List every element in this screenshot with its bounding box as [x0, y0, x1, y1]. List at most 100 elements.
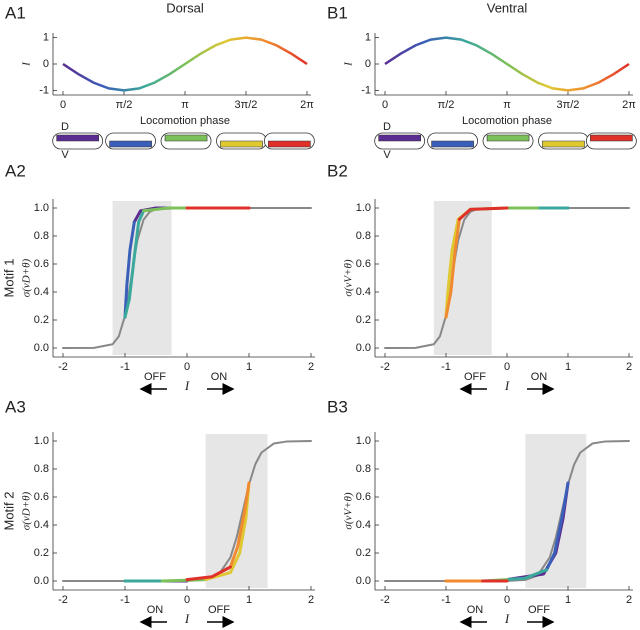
- body-muscle: [378, 134, 421, 142]
- steady-state-curve: [62, 207, 312, 349]
- arrow-label-right: ON: [211, 371, 228, 383]
- x-tick-label: -2: [58, 594, 68, 606]
- y-tick-label: 0.0: [34, 342, 49, 354]
- y-tick-label: 0.6: [34, 258, 49, 270]
- x-tick-label: 1: [565, 361, 571, 373]
- steady-state-curve: [384, 207, 630, 349]
- y-tick-label: 1.0: [34, 202, 49, 214]
- y-tick-label: 0.2: [34, 547, 49, 559]
- body-muscle: [268, 140, 311, 148]
- x-tick-label: 1: [246, 594, 252, 606]
- y-tick-label: -1: [39, 84, 49, 96]
- y-tick-label: 0: [43, 58, 49, 70]
- y-tick-label: 0: [365, 58, 371, 70]
- y-tick-label: 0.0: [356, 575, 371, 587]
- x-tick-label: 2: [626, 361, 632, 373]
- panel-label: B1: [327, 3, 348, 22]
- trajectory-segment: [505, 568, 549, 582]
- y-axis-label: σ(vD+θ): [21, 258, 33, 297]
- panel-title: Ventral: [487, 0, 528, 15]
- x-tick-label: 2: [626, 594, 632, 606]
- x-tick-label: -2: [58, 361, 68, 373]
- panel: A2 Motif 1 σ(vD+θ) 0.0 0.2 0.4 0.6 0.8 1.0 -2 -1 0 1…: [1, 161, 315, 395]
- y-tick-label: 0.2: [34, 314, 49, 326]
- trajectory-segment: [444, 217, 461, 319]
- panel-label: A2: [5, 161, 26, 180]
- x-tick-label: 1: [246, 361, 252, 373]
- trajectory-segment: [204, 481, 251, 582]
- arrow-label-left: ON: [467, 604, 484, 616]
- x-tick-label: 2π: [622, 99, 636, 111]
- x-tick-label: 0: [184, 594, 190, 606]
- body-muscle: [590, 134, 633, 142]
- panel: B3 σ(vV+θ) 0.0 0.2 0.4 0.6 0.8 1.0 -2 -1 0 1 2 I ON OFF: [327, 397, 633, 628]
- panel-label: A3: [5, 397, 26, 416]
- body-label-d: D: [61, 121, 69, 133]
- x-tick-label: -2: [380, 361, 390, 373]
- y-tick-label: 0.4: [356, 286, 371, 298]
- x-tick-label: 3π/2: [557, 99, 580, 111]
- y-tick-label: 0.0: [356, 342, 371, 354]
- x-tick-label: 0: [382, 99, 388, 111]
- phase-curve: [62, 36, 308, 92]
- body-muscle: [56, 134, 99, 142]
- x-axis-label: I: [184, 378, 190, 393]
- trajectory-segment: [457, 206, 509, 221]
- x-tick-label: π/2: [116, 99, 133, 111]
- x-tick-label: 1: [565, 594, 571, 606]
- x-tick-label: -2: [380, 594, 390, 606]
- y-tick-label: 1: [43, 32, 49, 44]
- x-tick-label: -1: [120, 361, 130, 373]
- y-axis-label: I: [21, 61, 33, 67]
- trajectory-segment: [228, 481, 251, 569]
- trajectory-segment: [545, 481, 570, 572]
- body-muscle: [164, 134, 208, 142]
- x-tick-label: -1: [120, 594, 130, 606]
- body-label-v: V: [383, 149, 391, 161]
- y-tick-label: 1.0: [356, 202, 371, 214]
- x-tick-label: π/2: [438, 99, 455, 111]
- panel-title: Dorsal: [166, 0, 204, 15]
- x-tick-label: 3π/2: [235, 99, 258, 111]
- y-axis-label: σ(vV+θ): [343, 492, 355, 530]
- arrow-label-right: ON: [531, 371, 548, 383]
- phase-curve: [384, 36, 630, 92]
- y-tick-label: 0.0: [34, 575, 49, 587]
- y-tick-label: 0.8: [356, 230, 371, 242]
- arrow-label-left: OFF: [464, 371, 486, 383]
- body-muscle: [542, 140, 585, 148]
- body-muscle: [220, 140, 263, 148]
- row-label: Motif 1: [1, 258, 16, 297]
- y-tick-label: 0.4: [34, 519, 49, 531]
- y-tick-label: 0.4: [356, 519, 371, 531]
- x-tick-label: π: [181, 99, 189, 111]
- y-tick-label: 1.0: [356, 435, 371, 447]
- body-muscle: [486, 134, 530, 142]
- y-tick-label: 0.6: [356, 258, 371, 270]
- y-tick-label: 0.4: [34, 286, 49, 298]
- trajectory-segment: [185, 565, 232, 582]
- x-tick-label: 2: [308, 361, 314, 373]
- x-axis-label: Locomotion phase: [462, 115, 552, 127]
- y-tick-label: 0.8: [34, 463, 49, 475]
- y-axis-label: σ(vV+θ): [343, 259, 355, 297]
- body-muscle: [431, 140, 474, 148]
- y-tick-label: 0.2: [356, 547, 371, 559]
- body-label-d: D: [383, 121, 391, 133]
- arrow-label-right: OFF: [208, 604, 230, 616]
- x-tick-label: 2: [308, 594, 314, 606]
- y-tick-label: 1: [365, 32, 371, 44]
- panel-label: B3: [327, 397, 348, 416]
- y-axis-label: I: [343, 61, 355, 67]
- x-tick-label: 2π: [300, 99, 314, 111]
- x-tick-label: 0: [184, 361, 190, 373]
- trajectory-segment: [160, 578, 208, 583]
- body-label-v: V: [61, 149, 69, 161]
- y-axis-label: σ(vD+θ): [21, 491, 33, 530]
- trajectory-segment: [123, 209, 146, 319]
- y-tick-label: 0.2: [356, 314, 371, 326]
- panel-label: A1: [5, 3, 26, 22]
- x-tick-label: -1: [441, 594, 451, 606]
- y-tick-label: 1.0: [34, 435, 49, 447]
